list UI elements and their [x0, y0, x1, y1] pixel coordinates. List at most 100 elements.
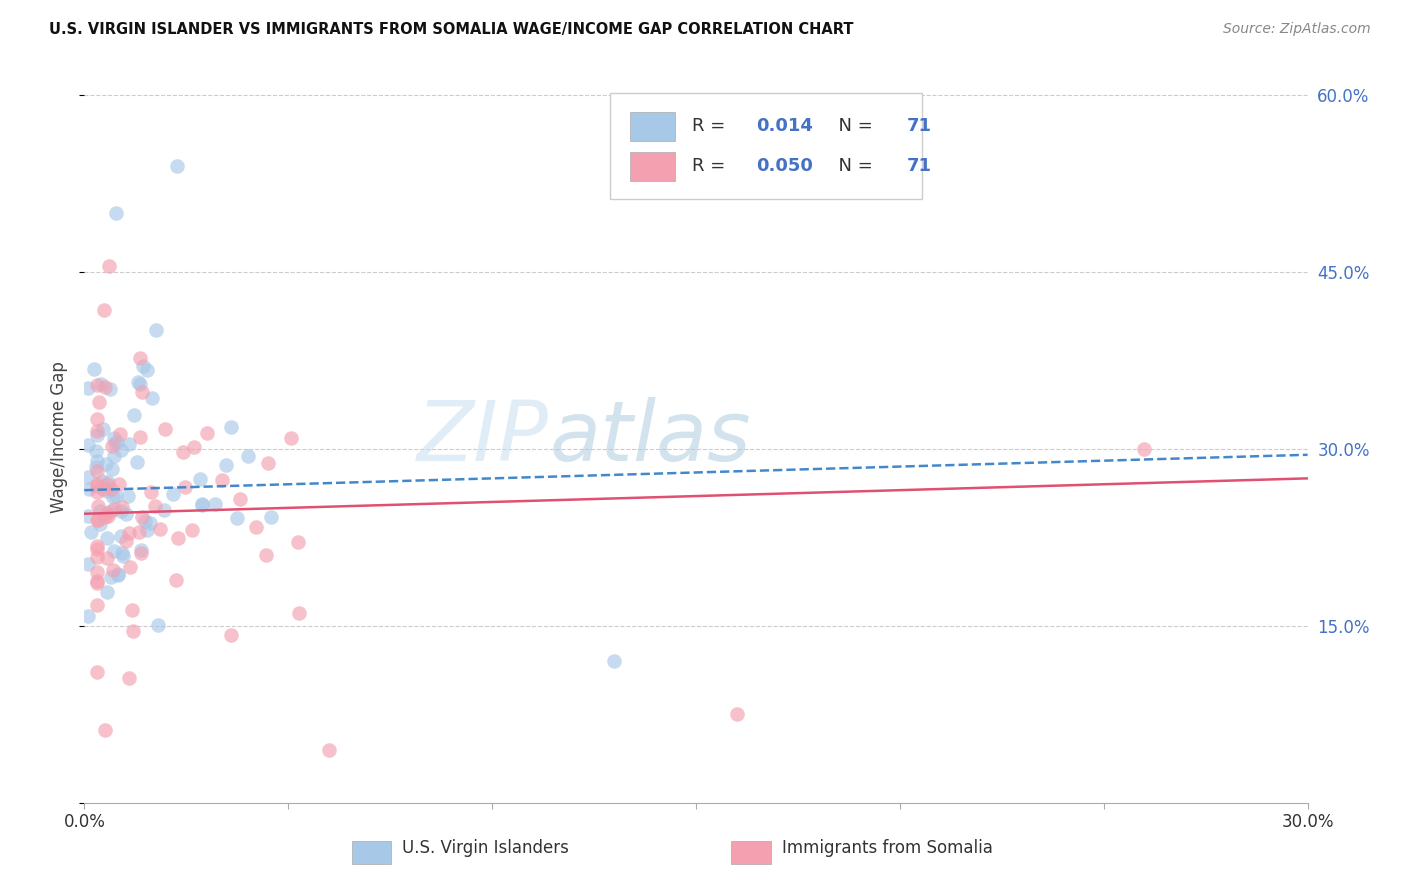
- Point: [103, 544, 125, 558]
- Point: [86, 665, 108, 680]
- Point: [121, 603, 143, 617]
- Point: [145, 323, 167, 337]
- Point: [129, 377, 152, 392]
- Point: [77, 482, 100, 496]
- Point: [174, 480, 197, 494]
- Point: [86, 513, 108, 527]
- Point: [191, 498, 214, 512]
- Point: [125, 455, 148, 469]
- Point: [86, 424, 108, 438]
- Point: [318, 742, 340, 756]
- Point: [121, 624, 143, 638]
- Point: [87, 394, 110, 409]
- Point: [103, 431, 125, 445]
- Point: [172, 444, 194, 458]
- Point: [86, 574, 108, 588]
- Point: [117, 671, 139, 685]
- Point: [129, 546, 152, 560]
- Point: [77, 438, 100, 452]
- Point: [110, 504, 132, 518]
- Point: [287, 606, 309, 620]
- Point: [153, 503, 176, 517]
- Point: [94, 457, 117, 471]
- Text: 71: 71: [907, 117, 931, 136]
- Point: [94, 723, 117, 738]
- Point: [107, 567, 129, 582]
- Point: [108, 477, 131, 491]
- Point: [107, 566, 129, 581]
- Point: [603, 654, 626, 668]
- Point: [166, 159, 188, 173]
- Point: [80, 524, 103, 539]
- Point: [101, 439, 124, 453]
- Point: [77, 381, 100, 395]
- Point: [167, 532, 190, 546]
- Text: U.S. Virgin Islanders: U.S. Virgin Islanders: [402, 839, 569, 857]
- Point: [110, 500, 132, 514]
- Point: [254, 548, 277, 562]
- Text: ZIP: ZIP: [418, 397, 550, 477]
- Point: [83, 361, 105, 376]
- Point: [110, 443, 132, 458]
- Point: [245, 520, 267, 534]
- Point: [77, 470, 100, 484]
- Point: [105, 489, 128, 503]
- Point: [101, 563, 124, 577]
- Point: [190, 497, 212, 511]
- Point: [96, 531, 118, 545]
- Point: [211, 474, 233, 488]
- Point: [131, 384, 153, 399]
- Point: [86, 541, 108, 556]
- Point: [97, 475, 120, 490]
- Point: [97, 259, 120, 273]
- Text: Source: ZipAtlas.com: Source: ZipAtlas.com: [1223, 22, 1371, 37]
- Point: [225, 510, 247, 524]
- Point: [153, 422, 176, 436]
- Point: [91, 474, 114, 488]
- Point: [110, 529, 132, 543]
- Point: [86, 576, 108, 591]
- Point: [93, 509, 115, 524]
- Point: [100, 382, 122, 396]
- Point: [100, 503, 122, 517]
- Point: [86, 454, 108, 468]
- Text: R =: R =: [692, 117, 731, 136]
- Point: [204, 497, 226, 511]
- Point: [97, 508, 120, 523]
- Point: [139, 485, 162, 500]
- Text: U.S. VIRGIN ISLANDER VS IMMIGRANTS FROM SOMALIA WAGE/INCOME GAP CORRELATION CHAR: U.S. VIRGIN ISLANDER VS IMMIGRANTS FROM …: [49, 22, 853, 37]
- Point: [128, 524, 150, 539]
- Point: [135, 524, 157, 538]
- Point: [148, 618, 170, 632]
- Point: [136, 363, 159, 377]
- Point: [96, 506, 118, 520]
- Point: [127, 375, 149, 389]
- Point: [129, 430, 152, 444]
- Point: [86, 428, 108, 442]
- Point: [219, 420, 242, 434]
- Point: [86, 513, 108, 527]
- Point: [260, 510, 283, 524]
- Point: [96, 550, 118, 565]
- Point: [86, 477, 108, 491]
- Point: [143, 499, 166, 513]
- Point: [188, 472, 211, 486]
- Point: [122, 409, 145, 423]
- Point: [725, 707, 748, 722]
- Text: N =: N =: [827, 158, 879, 176]
- Point: [103, 501, 125, 516]
- Text: R =: R =: [692, 158, 731, 176]
- FancyBboxPatch shape: [610, 94, 922, 200]
- Point: [93, 303, 115, 318]
- FancyBboxPatch shape: [731, 841, 770, 864]
- Point: [134, 514, 156, 528]
- Point: [149, 522, 172, 536]
- Point: [103, 449, 125, 463]
- Point: [195, 426, 218, 441]
- Point: [96, 483, 118, 498]
- Text: 0.050: 0.050: [756, 158, 813, 176]
- Point: [108, 426, 131, 441]
- Point: [104, 206, 127, 220]
- Point: [105, 435, 128, 450]
- Point: [86, 549, 108, 564]
